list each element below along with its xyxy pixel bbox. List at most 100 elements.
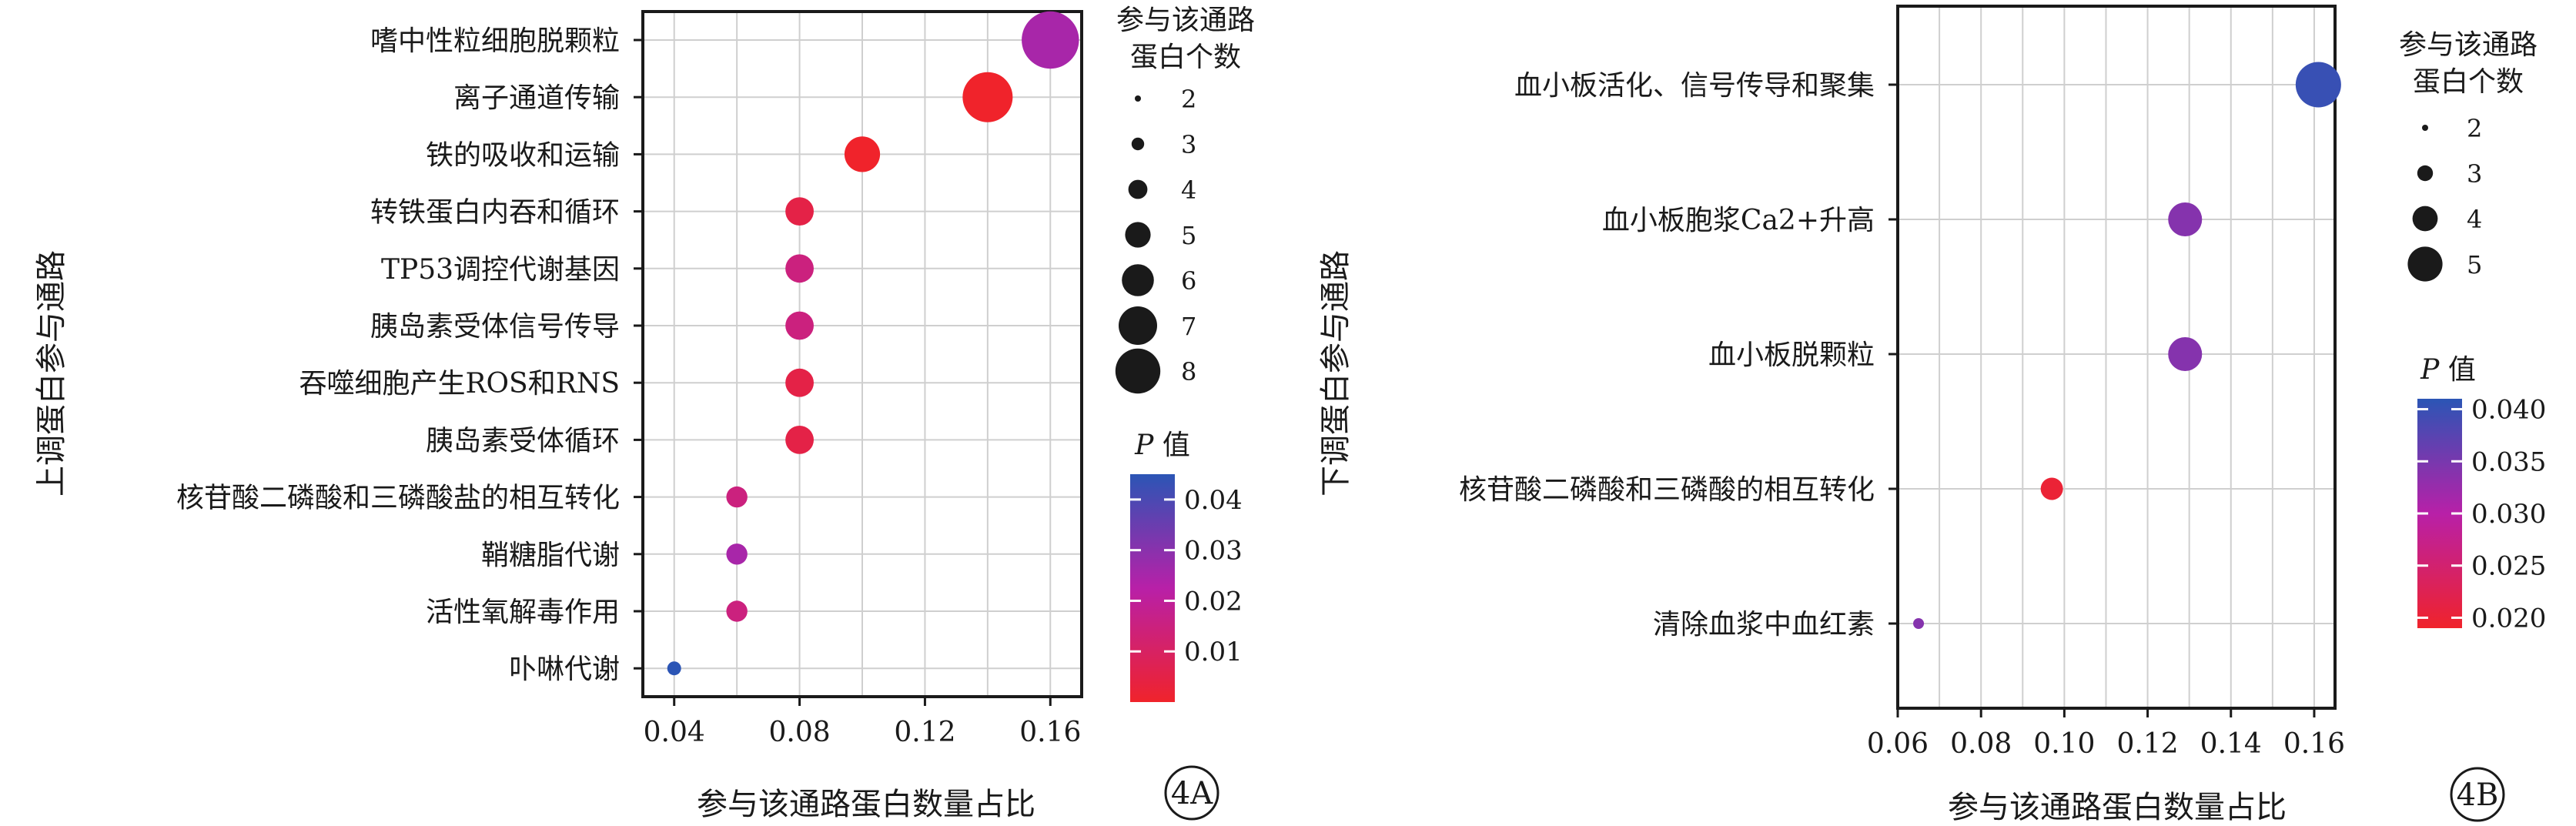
x-tick-label: 0.12 — [2116, 728, 2178, 760]
color-legend-title-rest: 值 — [2439, 354, 2475, 386]
panel-a-grid — [634, 12, 1082, 697]
x-tick-label: 0.08 — [1950, 728, 2012, 760]
data-point — [726, 486, 748, 508]
size-legend-dot — [1115, 348, 1161, 394]
panel-b-xlabel: 参与该通路蛋白数量占比 — [1948, 790, 2287, 825]
size-legend-label: 2 — [2467, 114, 2482, 143]
size-legend-dot — [1122, 264, 1154, 296]
panel-a-color-legend: P 值 0.04 0.03 0.02 0.01 — [1130, 430, 1243, 702]
size-legend-dot — [1131, 137, 1145, 151]
color-bar-label: 0.030 — [2471, 499, 2546, 530]
panel-b-id-circle — [2450, 767, 2505, 822]
panel-a-id-text: 4A — [1171, 776, 1213, 811]
panel-b-grid — [1889, 6, 2335, 708]
data-point — [844, 136, 881, 172]
panel-a-id-circle — [1164, 765, 1219, 821]
panel-b-x-ticks: 0.06 0.08 0.10 0.12 0.14 0.16 — [1867, 708, 2345, 760]
size-legend-label: 7 — [1181, 312, 1196, 341]
panel-a-points — [667, 11, 1079, 676]
color-bar-label: 0.02 — [1184, 586, 1243, 617]
data-point — [785, 426, 814, 454]
category-label: 离子通道传输 — [453, 82, 620, 114]
x-tick-label: 0.06 — [1867, 728, 1929, 760]
panel-a-ylabel: 上调蛋白参与通路 — [34, 250, 69, 497]
color-bar-label: 0.035 — [2471, 446, 2546, 477]
panel-b-plot-frame — [1896, 5, 2337, 710]
data-point — [785, 368, 814, 397]
size-legend-dot — [2407, 246, 2443, 282]
color-legend-title-rest: 值 — [1153, 430, 1189, 461]
category-label: 鞘糖脂代谢 — [481, 540, 620, 571]
x-tick-label: 0.16 — [1019, 717, 1081, 748]
data-point — [1022, 11, 1079, 69]
x-tick-label: 0.16 — [2283, 728, 2345, 760]
category-label: 核苷酸二磷酸和三磷酸的相互转化 — [1459, 474, 1875, 506]
data-point — [726, 543, 748, 565]
color-legend-title-p: P — [1134, 430, 1154, 461]
size-legend-label: 5 — [1181, 221, 1196, 250]
category-label: 卟啉代谢 — [509, 654, 620, 685]
size-legend-dot — [2417, 165, 2434, 182]
category-label: 清除血浆中血红素 — [1653, 609, 1875, 640]
data-point — [2168, 202, 2203, 236]
x-tick-label: 0.10 — [2033, 728, 2095, 760]
data-point — [2295, 62, 2341, 108]
category-label: 胰岛素受体循环 — [426, 425, 620, 456]
x-tick-label: 0.04 — [644, 717, 705, 748]
panel-b-id-text: 4B — [2457, 778, 2499, 813]
size-legend-title-line1: 参与该通路 — [2399, 29, 2538, 61]
category-label: 血小板胞浆Ca2+升高 — [1602, 205, 1875, 236]
data-point — [1913, 618, 1925, 629]
panel-a: 上调蛋白参与通路 嗜中性粒细胞脱颗粒离子通道传输铁的吸收和运输转铁蛋白内吞和循环… — [34, 5, 1255, 822]
category-label: 活性氧解毒作用 — [426, 597, 620, 628]
color-legend-title-p: P — [2420, 354, 2440, 386]
size-legend-dot — [1125, 222, 1151, 248]
category-label: 血小板脱颗粒 — [1708, 339, 1875, 371]
size-legend-label: 8 — [1181, 357, 1196, 386]
size-legend-label: 3 — [1181, 130, 1196, 159]
color-bar — [1130, 474, 1175, 702]
category-label: 吞噬细胞产生ROS和RNS — [299, 368, 620, 400]
size-legend-dot — [2422, 125, 2428, 131]
size-legend-label: 6 — [1181, 266, 1196, 296]
color-bar-label: 0.020 — [2471, 603, 2546, 634]
size-legend-dot — [1135, 95, 1141, 102]
color-bar-label: 0.040 — [2471, 395, 2546, 426]
size-legend-dot — [2412, 206, 2438, 232]
panel-b-color-legend: P 值 0.040 0.035 0.030 0.025 0.020 — [2417, 354, 2546, 634]
data-point — [785, 254, 814, 283]
panel-b-size-legend: 参与该通路 蛋白个数 2 3 4 5 — [2399, 29, 2538, 282]
data-point — [2040, 477, 2063, 500]
panel-b-category-labels: 血小板活化、信号传导和聚集血小板胞浆Ca2+升高血小板脱颗粒核苷酸二磷酸和三磷酸… — [1459, 70, 1875, 640]
color-legend-title: P 值 — [2420, 354, 2476, 386]
color-bar-label: 0.025 — [2471, 551, 2546, 582]
size-legend-label: 5 — [2467, 250, 2482, 279]
color-bar-label: 0.04 — [1184, 485, 1243, 516]
size-legend-label: 4 — [2467, 205, 2482, 234]
data-point — [962, 72, 1013, 122]
size-legend-title-line2: 蛋白个数 — [1130, 42, 1241, 73]
panel-b: 下调蛋白参与通路 血小板活化、信号传导和聚集血小板胞浆Ca2+升高血小板脱颗粒核… — [1318, 5, 2546, 825]
category-label: 胰岛素受体信号传导 — [370, 311, 620, 343]
data-point — [785, 197, 814, 226]
x-tick-label: 0.12 — [894, 717, 955, 748]
category-label: 转铁蛋白内吞和循环 — [370, 197, 620, 229]
x-tick-label: 0.08 — [768, 717, 830, 748]
panel-a-size-legend: 参与该通路 蛋白个数 2 3 4 5 6 7 8 — [1115, 5, 1255, 394]
data-point — [2168, 337, 2203, 371]
category-label: 铁的吸收和运输 — [426, 139, 620, 171]
color-bar-label: 0.03 — [1184, 536, 1243, 567]
size-legend-label: 3 — [2467, 159, 2482, 189]
panel-a-xlabel: 参与该通路蛋白数量占比 — [697, 787, 1035, 822]
category-label: 嗜中性粒细胞脱颗粒 — [370, 25, 620, 57]
size-legend-title-line1: 参与该通路 — [1116, 5, 1255, 36]
size-legend-label: 4 — [1181, 176, 1196, 205]
panel-a-x-ticks: 0.04 0.08 0.12 0.16 — [644, 697, 1081, 748]
size-legend-title-line2: 蛋白个数 — [2413, 66, 2524, 98]
data-point — [726, 600, 748, 622]
color-legend-title: P 值 — [1134, 430, 1190, 461]
x-tick-label: 0.14 — [2200, 728, 2262, 760]
data-point — [785, 311, 814, 340]
size-legend-dot — [1119, 306, 1157, 345]
